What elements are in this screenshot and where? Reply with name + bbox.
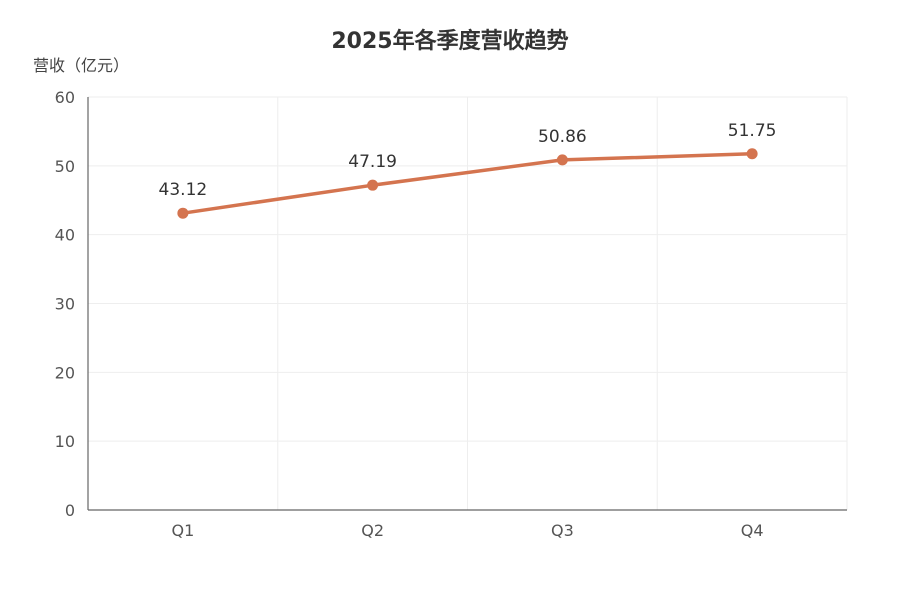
y-tick-label: 0 bbox=[65, 501, 75, 520]
series-lines bbox=[181, 152, 754, 215]
series-line bbox=[181, 152, 754, 215]
data-point bbox=[556, 154, 568, 166]
y-tick-labels: 0 10 20 30 40 50 60 bbox=[55, 88, 75, 520]
data-points bbox=[177, 148, 758, 219]
y-tick-label: 50 bbox=[55, 157, 75, 176]
y-tick-label: 40 bbox=[55, 226, 75, 245]
x-tick-label: Q3 bbox=[551, 521, 574, 540]
data-label: 47.19 bbox=[348, 152, 397, 172]
x-tick-label: Q1 bbox=[171, 521, 194, 540]
y-tick-label: 10 bbox=[55, 432, 75, 451]
chart-title: 2025年各季度营收趋势 bbox=[331, 28, 568, 54]
data-label: 43.12 bbox=[159, 180, 208, 200]
data-point bbox=[746, 148, 758, 160]
x-tick-label: Q4 bbox=[741, 521, 764, 540]
y-tick-label: 60 bbox=[55, 88, 75, 107]
x-tick-labels: Q1 Q2 Q3 Q4 bbox=[171, 521, 763, 540]
y-tick-label: 30 bbox=[55, 295, 75, 314]
x-tick-label: Q2 bbox=[361, 521, 384, 540]
y-tick-label: 20 bbox=[55, 363, 75, 382]
data-point bbox=[367, 179, 379, 191]
data-label: 50.86 bbox=[538, 127, 587, 147]
data-point bbox=[177, 207, 189, 219]
axes bbox=[87, 97, 847, 511]
data-labels: 43.12 47.19 50.86 51.75 bbox=[159, 121, 777, 200]
y-axis-label: 营收（亿元） bbox=[33, 56, 129, 75]
grid-lines bbox=[88, 96, 848, 510]
data-label: 51.75 bbox=[728, 121, 777, 141]
